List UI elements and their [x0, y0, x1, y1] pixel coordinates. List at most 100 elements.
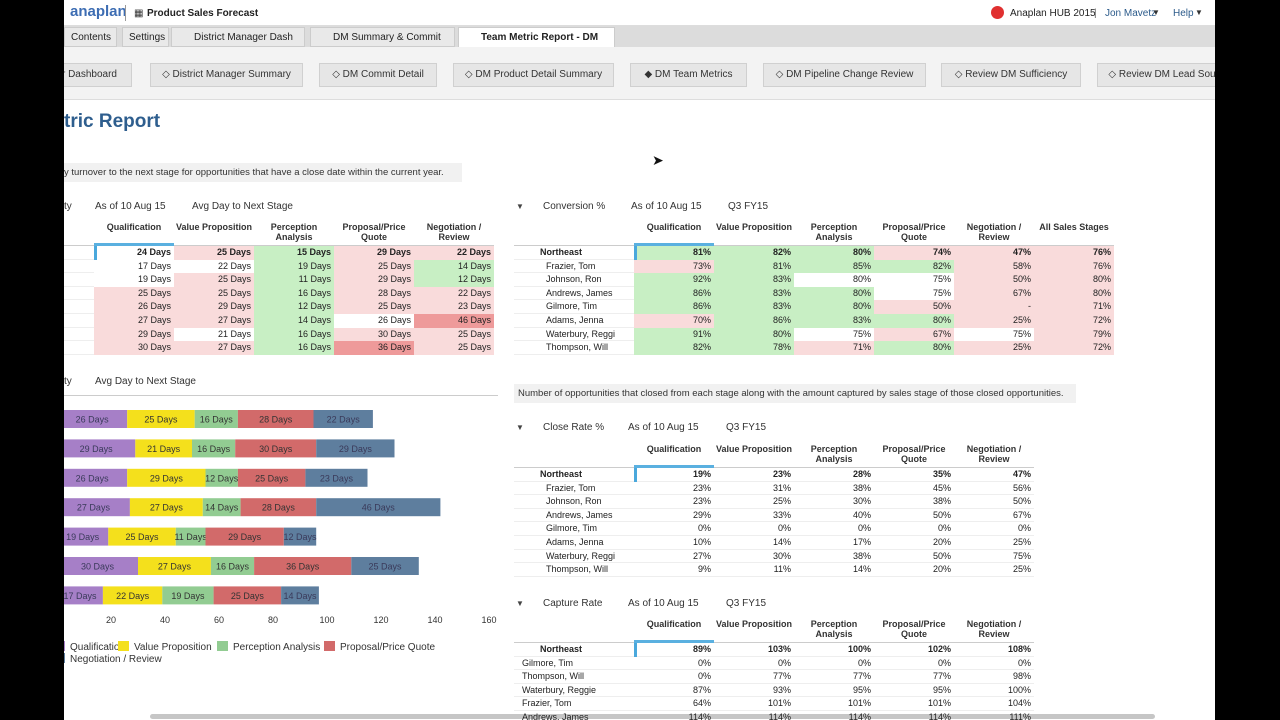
legend-swatch [64, 653, 65, 663]
table-cell: 28% [852, 469, 871, 479]
table-cell: 45% [932, 482, 951, 493]
bar-segment [205, 468, 238, 487]
help-menu[interactable]: Help [1173, 8, 1194, 19]
bar-label: 16 Days [200, 415, 234, 425]
table-cell: 80% [874, 314, 954, 328]
legend-swatch [118, 641, 129, 651]
table-cell: 56% [1012, 482, 1031, 493]
table-cell: 10% [692, 537, 711, 547]
table-cell: 29 Days [94, 327, 174, 342]
header-rule [514, 467, 1034, 468]
bar-segment [237, 468, 306, 487]
bar-label: 17 Days [64, 591, 97, 601]
bar-segment [138, 557, 211, 575]
bar-label: 25 Days [231, 591, 265, 601]
table-cell: 73% [634, 259, 714, 274]
table-title: Close Rate % [543, 422, 605, 433]
table-cell: 58% [954, 259, 1034, 274]
collapse-toggle[interactable]: ▼ [516, 202, 524, 211]
row [514, 670, 1034, 684]
bar-segment [102, 586, 163, 605]
nav-button[interactable]: ◇ Review DM Sufficiency [941, 63, 1081, 87]
table-title: Capture Rate [543, 598, 603, 609]
table-cell: 23% [692, 482, 711, 493]
table-cell: 38% [852, 482, 871, 493]
bar-label: 14 Days [283, 591, 317, 601]
table-cell: 25% [954, 314, 1034, 328]
row-label: Frazier, Tom [522, 698, 572, 709]
logo[interactable]: anaplan [70, 3, 127, 20]
bar-segment [64, 439, 136, 458]
scrollbar[interactable] [150, 714, 1155, 719]
legend-label: Perception Analysis [233, 642, 320, 653]
table-cell: 71% [1034, 300, 1114, 314]
nav-button[interactable]: ◇ District Manager Summary [150, 63, 303, 87]
table-cell: 0% [937, 657, 951, 668]
bar-segment [135, 439, 192, 458]
table-cell: 23% [692, 496, 711, 507]
nav-button[interactable]: ◇ DM Commit Detail [319, 63, 437, 87]
nav-button[interactable]: ◇ Review DM Lead Sou [1097, 63, 1215, 87]
nav-button[interactable]: ◆ DM Team Metrics [630, 63, 747, 87]
collapse-toggle[interactable]: ▼ [516, 423, 524, 432]
bar-label: 25 Days [144, 415, 178, 425]
table-cell: 67% [874, 327, 954, 342]
bar-label: 23 Days [320, 473, 354, 483]
tab[interactable]: Settings [122, 27, 169, 47]
bar-label: 26 Days [76, 473, 110, 483]
tab[interactable]: Team Metric Report - DM [458, 27, 615, 47]
table-cell: 75% [1012, 550, 1031, 561]
nav-button[interactable]: ◇ DM Product Detail Summary [453, 63, 614, 87]
legend-label: Qualification [70, 642, 125, 653]
table-cell: 80% [874, 341, 954, 355]
table-cell: 47% [1012, 469, 1031, 479]
column-header: Negotiation / Review [426, 222, 482, 242]
table-cell: 25 Days [174, 273, 254, 287]
bar-label: 16 Days [197, 444, 231, 454]
table-cell: 77% [852, 671, 871, 682]
row [514, 550, 1034, 564]
table-cell: 27% [692, 550, 711, 561]
tab[interactable]: Contents [64, 27, 117, 47]
table-cell: 36 Days [334, 341, 414, 355]
period: Q3 FY15 [726, 422, 767, 433]
tab[interactable]: DM Summary & Commit [310, 27, 455, 47]
table-cell: 86% [634, 286, 714, 301]
selection-bar [94, 243, 174, 246]
bar-label: 25 Days [126, 532, 160, 542]
bar-segment [237, 410, 314, 428]
bar-label: 36 Days [286, 562, 320, 572]
bar-segment [316, 498, 441, 517]
period: Q3 FY15 [726, 598, 767, 609]
bar-label: 29 Days [150, 473, 184, 483]
table-cell: 102% [927, 644, 951, 654]
bar-segment [175, 527, 206, 546]
table-cell: 22 Days [174, 259, 254, 274]
table-cell: 14% [772, 537, 791, 547]
table-cell: 46 Days [414, 314, 494, 328]
table-cell: 83% [714, 300, 794, 314]
user-menu[interactable]: Jon Mavetz [1105, 8, 1157, 19]
alert-icon[interactable] [991, 6, 1004, 19]
row [514, 468, 1034, 482]
tab[interactable]: District Manager Dash [171, 27, 305, 47]
bar-segment [313, 410, 373, 428]
as-of: As of 10 Aug 15 [631, 201, 702, 212]
row-label: Adams, Jenna [546, 315, 604, 325]
collapse-toggle[interactable]: ▼ [516, 599, 524, 608]
workspace[interactable]: Anaplan HUB 2015 [1010, 8, 1096, 19]
table-cell: 71% [794, 341, 874, 355]
bar-label: 27 Days [150, 503, 184, 513]
x-tick-label: 80 [268, 615, 278, 625]
as-of: As of 10 Aug 15 [628, 422, 699, 433]
table-cell: 67% [1012, 509, 1031, 520]
table-cell: 114% [688, 712, 711, 720]
model-name[interactable]: Product Sales Forecast [147, 8, 259, 19]
table-cell: 24 Days [94, 246, 174, 260]
caret: ▼ [1195, 8, 1203, 17]
table-cell: 100% [1007, 684, 1031, 695]
nav-button[interactable]: ◇ DM Pipeline Change Review [763, 63, 926, 87]
table-cell: 38% [932, 496, 951, 507]
table-cell: 29 Days [334, 246, 414, 260]
table-cell: 98% [1012, 671, 1031, 682]
